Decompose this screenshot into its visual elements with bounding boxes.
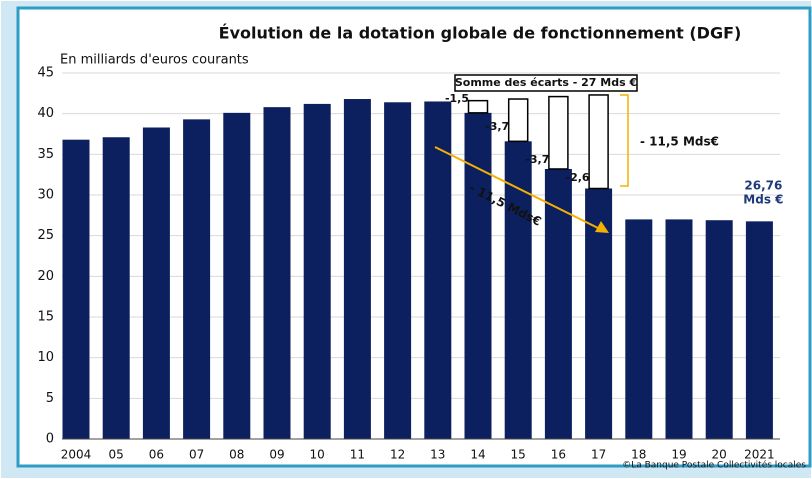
- arrow-head: [595, 221, 609, 233]
- x-tick-label: 12: [390, 448, 405, 462]
- y-tick-label: 20: [37, 269, 54, 284]
- y-tick-label: 25: [37, 228, 54, 243]
- x-tick-label: 10: [310, 448, 325, 462]
- chart-title: Évolution de la dotation globale de fonc…: [219, 24, 742, 43]
- gap-box: [548, 95, 569, 170]
- bar: [62, 139, 90, 439]
- gap-box: [588, 94, 609, 190]
- gap-label: -1,5: [445, 92, 469, 105]
- bar: [504, 141, 532, 439]
- bar: [625, 219, 653, 439]
- source: ©La Banque Postale Collectivités locales: [622, 460, 806, 471]
- value-label: 26,76 Mds €: [743, 178, 783, 206]
- bar: [745, 221, 773, 439]
- gap-label: -3,7: [525, 153, 549, 166]
- gap-box: [507, 98, 529, 143]
- y-tick-label: 0: [46, 432, 54, 447]
- x-tick-label: 13: [430, 448, 445, 462]
- bar: [142, 127, 170, 439]
- y-tick-label: 10: [37, 350, 54, 365]
- bar: [544, 168, 572, 439]
- x-tick-label: 18: [631, 448, 646, 462]
- gap-label: -2,6: [566, 171, 590, 184]
- x-tick-label: 20: [712, 448, 727, 462]
- x-tick-label: 19: [671, 448, 686, 462]
- y-tick-label: 35: [37, 147, 54, 162]
- y-tick-label: 45: [37, 66, 54, 81]
- y-tick-label: 30: [37, 188, 54, 203]
- y-tick-label: 15: [37, 310, 54, 325]
- x-tick-label: 15: [511, 448, 526, 462]
- bar: [102, 137, 130, 439]
- gap-sum-label: Somme des écarts - 27 Mds €: [455, 76, 637, 89]
- gap-box: [467, 99, 489, 114]
- value-label-line: 26,76: [744, 178, 782, 192]
- x-tick-label: 17: [591, 448, 606, 462]
- subtitle: En milliards d'euros courants: [60, 53, 249, 68]
- x-tick-label: 09: [269, 448, 284, 462]
- bar: [303, 103, 331, 439]
- gap-label: -3,7: [485, 120, 509, 133]
- bar: [464, 112, 492, 439]
- bar: [665, 219, 693, 439]
- x-tick-label: 16: [551, 448, 566, 462]
- bar: [223, 112, 251, 439]
- bracket-label: - 11,5 Mds€: [640, 135, 719, 149]
- x-tick-label: 11: [350, 448, 365, 462]
- x-tick-label: 05: [109, 448, 124, 462]
- x-tick-label: 14: [470, 448, 485, 462]
- arrow: [434, 146, 601, 230]
- bar: [263, 107, 291, 439]
- bracket: [620, 94, 629, 187]
- gap-sum-box: [454, 74, 638, 92]
- y-tick-label: 40: [37, 106, 54, 121]
- bar: [384, 102, 412, 439]
- bar: [424, 101, 452, 439]
- x-tick-label: 06: [149, 448, 164, 462]
- value-label-line: Mds €: [743, 192, 783, 206]
- bar: [343, 99, 371, 439]
- bar: [705, 220, 733, 439]
- bar: [183, 119, 211, 440]
- x-tick-label: 2004: [61, 448, 92, 462]
- x-tick-label: 07: [189, 448, 204, 462]
- x-tick-label: 08: [229, 448, 244, 462]
- x-tick-label: 2021: [744, 448, 775, 462]
- y-tick-label: 5: [46, 391, 54, 406]
